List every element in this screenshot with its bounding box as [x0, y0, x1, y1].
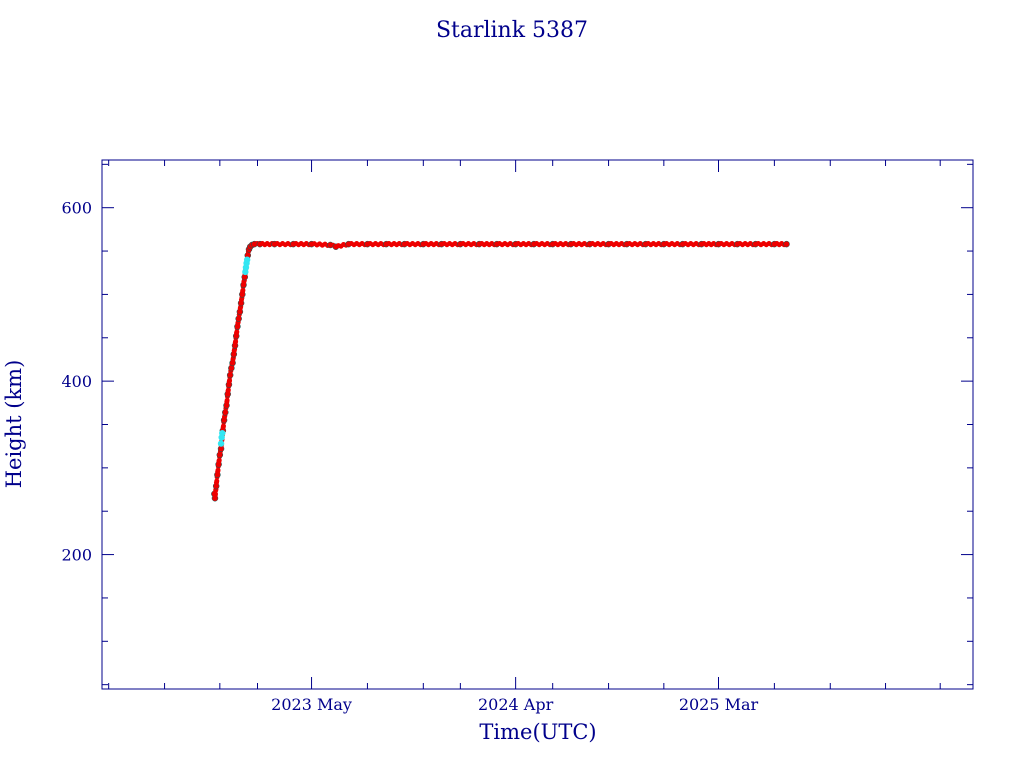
data-points [211, 240, 790, 502]
y-tick-label: 400 [61, 372, 92, 391]
data-point [233, 338, 239, 344]
x-axis: 2023 May 2024 Apr 2025 Mar [108, 160, 941, 714]
data-point [243, 256, 251, 263]
data-point [234, 329, 240, 335]
series-cyan [217, 256, 251, 447]
data-point [783, 240, 790, 248]
data-point [216, 457, 222, 463]
y-axis-label: Height (km) [2, 360, 26, 489]
data-point [240, 287, 246, 293]
x-axis-label: Time(UTC) [479, 720, 596, 744]
y-axis: 200 400 600 [61, 163, 973, 686]
data-point [214, 478, 220, 484]
data-point [227, 377, 233, 383]
data-point [215, 467, 221, 473]
data-point [212, 491, 218, 497]
series-red [211, 240, 790, 502]
y-tick-label: 600 [61, 199, 92, 218]
x-tick-label: 2024 Apr [478, 695, 554, 714]
data-point [219, 429, 226, 437]
x-tick-label: 2023 May [271, 695, 352, 714]
data-point [224, 397, 230, 403]
data-point [217, 440, 225, 447]
plot-area-border [101, 159, 974, 690]
x-tick-label: 2025 Mar [679, 695, 759, 714]
y-tick-label: 200 [61, 546, 92, 565]
data-point [220, 423, 226, 429]
plot-frame [101, 159, 974, 690]
chart-title: Starlink 5387 [436, 18, 588, 43]
data-point [225, 387, 231, 393]
